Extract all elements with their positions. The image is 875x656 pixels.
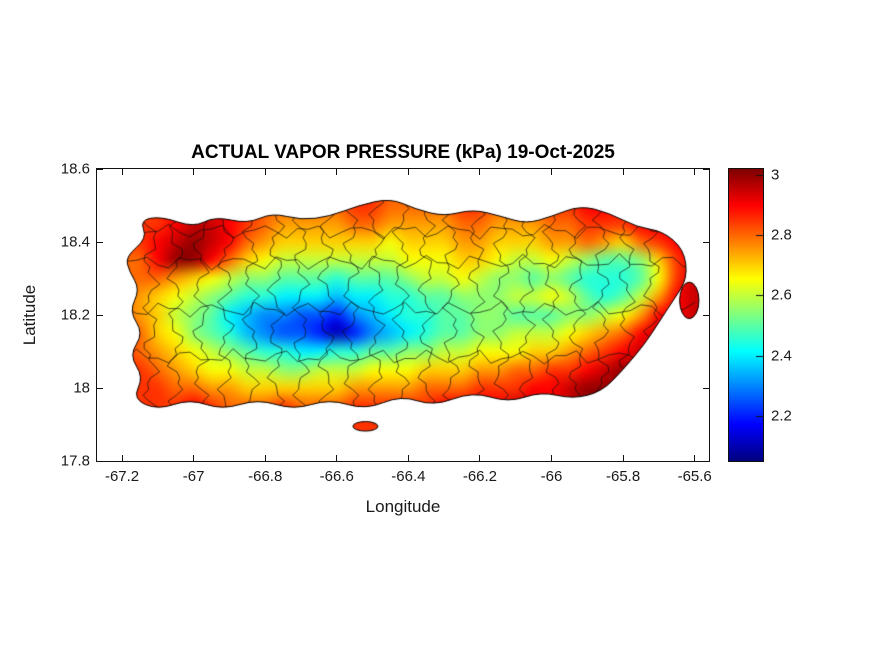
x-tick-label: -67.2 <box>104 468 140 485</box>
x-tick-mark <box>121 169 123 175</box>
y-tick-mark <box>703 314 709 316</box>
x-tick-label: -65.8 <box>605 468 641 485</box>
x-tick-mark <box>694 169 696 175</box>
y-tick-mark <box>703 387 709 389</box>
x-tick-mark <box>551 169 553 175</box>
y-tick-label: 18.4 <box>60 233 90 251</box>
x-tick-mark <box>193 455 195 461</box>
y-tick-label: 18.2 <box>60 306 90 324</box>
y-tick-mark <box>97 314 103 316</box>
plot-area <box>96 168 710 462</box>
heatmap-canvas <box>97 169 709 461</box>
x-tick-mark <box>336 169 338 175</box>
x-tick-mark <box>407 169 409 175</box>
x-tick-mark <box>551 455 553 461</box>
y-tick-label: 18 <box>73 379 90 397</box>
y-tick-mark <box>703 168 709 170</box>
x-tick-label: -66.2 <box>462 468 498 485</box>
colorbar-tick-label: 2.4 <box>771 347 792 365</box>
x-tick-mark <box>193 169 195 175</box>
y-tick-mark <box>97 241 103 243</box>
axis-tick-marks <box>97 168 709 462</box>
x-tick-mark <box>479 169 481 175</box>
y-tick-mark <box>703 241 709 243</box>
x-tick-mark <box>407 455 409 461</box>
x-tick-label: -66.4 <box>391 468 426 485</box>
x-tick-mark <box>622 455 624 461</box>
colorbar <box>728 168 764 462</box>
x-tick-label: -65.6 <box>677 468 712 485</box>
x-tick-mark <box>622 169 624 175</box>
y-tick-mark <box>97 387 103 389</box>
x-axis-label: Longitude <box>365 497 441 516</box>
x-tick-label: -66.6 <box>319 468 354 485</box>
y-tick-mark <box>703 460 709 462</box>
colorbar-tick-label: 2.8 <box>771 226 792 244</box>
x-tick-mark <box>336 455 338 461</box>
x-tick-label: -67 <box>182 468 205 485</box>
colorbar-tick-label: 2.2 <box>771 407 792 425</box>
chart-title: ACTUAL VAPOR PRESSURE (kPa) 19-Oct-2025 <box>191 142 615 163</box>
x-tick-mark <box>694 455 696 461</box>
y-tick-mark <box>97 168 103 170</box>
y-tick-mark <box>97 460 103 462</box>
y-tick-label: 18.6 <box>60 160 90 178</box>
x-tick-mark <box>264 169 266 175</box>
colorbar-tick-label: 3 <box>771 166 780 184</box>
colorbar-gradient <box>729 169 763 461</box>
x-tick-mark <box>121 455 123 461</box>
y-tick-label: 17.8 <box>60 452 90 470</box>
x-tick-mark <box>479 455 481 461</box>
x-tick-label: -66.8 <box>248 468 283 485</box>
colorbar-tick-label: 2.6 <box>771 286 792 304</box>
x-tick-label: -66 <box>540 468 563 485</box>
x-tick-mark <box>264 455 266 461</box>
